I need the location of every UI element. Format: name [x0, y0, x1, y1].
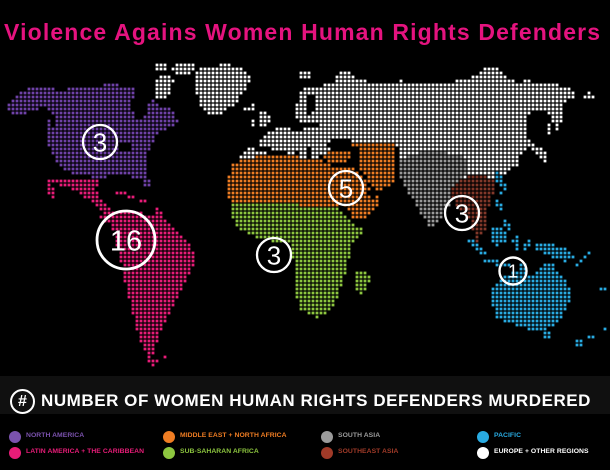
svg-text:1: 1	[508, 261, 518, 281]
svg-text:16: 16	[110, 225, 142, 257]
svg-text:5: 5	[339, 173, 353, 203]
svg-text:3: 3	[455, 198, 469, 228]
svg-text:3: 3	[267, 240, 281, 270]
svg-text:3: 3	[93, 127, 107, 157]
